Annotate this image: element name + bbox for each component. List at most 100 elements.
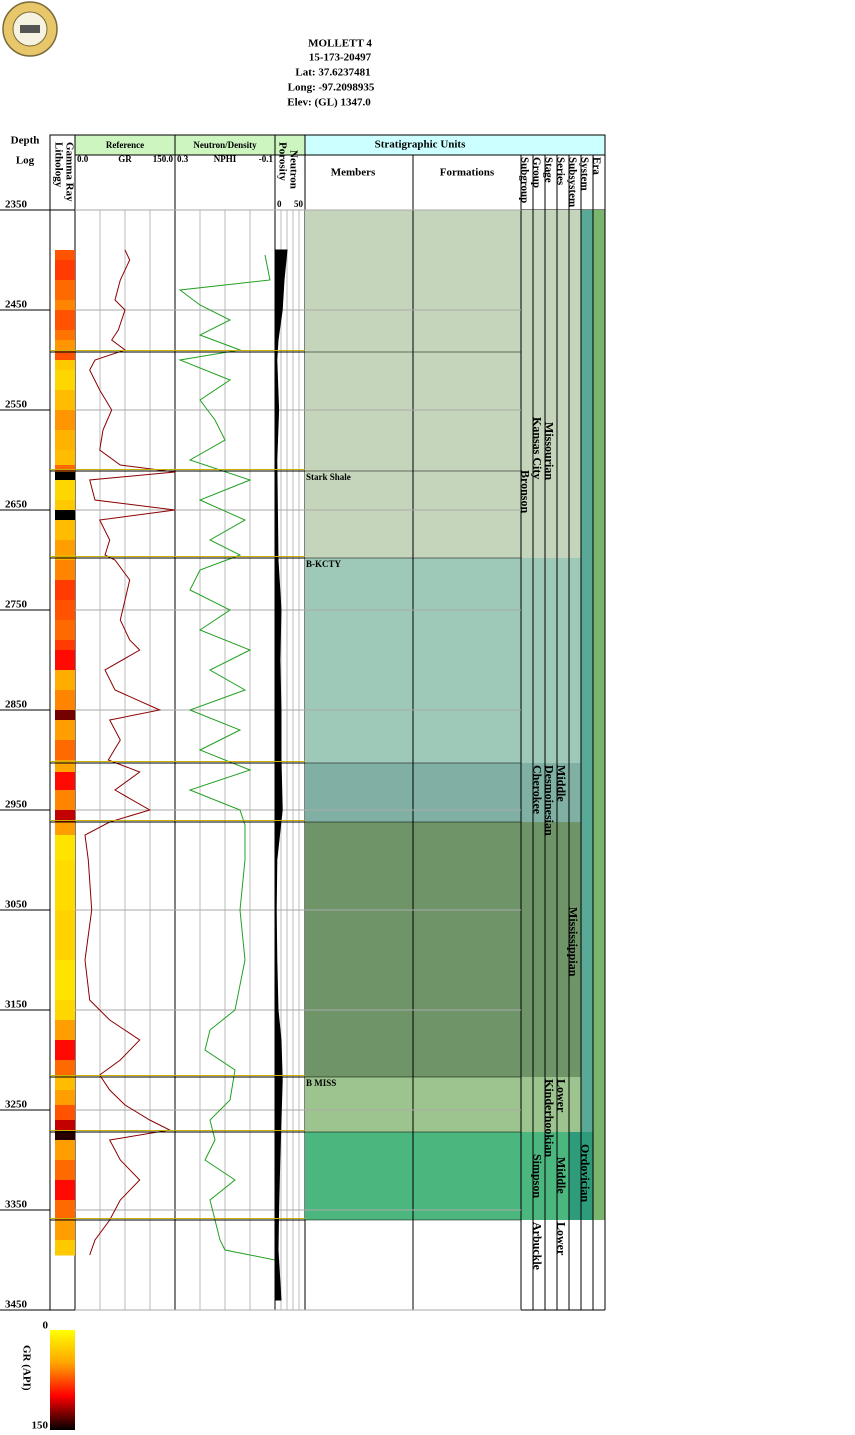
strat-unit: Bronson: [518, 470, 532, 513]
lithology-cell: [55, 360, 75, 371]
por-curve: [274, 249, 288, 1301]
strat-unit: Middle: [554, 1157, 568, 1194]
column-header: Stage: [542, 157, 554, 183]
column-header: Era: [590, 157, 602, 175]
lithology-cell: [55, 822, 75, 836]
formation-top: B-KCTY: [306, 559, 342, 569]
nd-header: Neutron/Density: [193, 140, 257, 150]
strat-band: [305, 1132, 569, 1220]
depth-label: 2950: [5, 799, 28, 811]
scale-name: NPHI: [214, 154, 237, 164]
depth-label: 2550: [5, 399, 28, 411]
depth-label: 2350: [5, 199, 28, 211]
lithology-cell: [55, 260, 75, 281]
depth-label: 3050: [5, 899, 28, 911]
lithology-cell: [55, 1180, 75, 1201]
lithology-cell: [55, 350, 75, 361]
lithology-cell: [55, 450, 75, 466]
logo: [2, 1, 58, 57]
scale-max: 150.0: [153, 154, 174, 164]
scale-min: 0: [277, 199, 282, 209]
formation-top: Stark Shale: [306, 472, 351, 482]
lithology-cell: [55, 910, 75, 961]
lithology-cell: [55, 250, 75, 261]
depth-label: 3450: [5, 1299, 28, 1311]
lithology-cell: [55, 690, 75, 711]
lithology-cell: [55, 1020, 75, 1041]
lithology-cell: [55, 670, 75, 691]
lithology-cell: [55, 1120, 75, 1131]
legend-gradient: [50, 1330, 75, 1430]
lithology-cell: [55, 1160, 75, 1181]
depth-label: 3350: [5, 1199, 28, 1211]
reference-header: Reference: [106, 140, 144, 150]
strat-band: [305, 763, 581, 822]
strat-unit: Missourian: [542, 422, 556, 480]
lithology-cell: [55, 1090, 75, 1106]
nphi-curve: [178, 254, 276, 1300]
scale-min: 0.3: [177, 154, 189, 164]
scale-max: -0.1: [259, 154, 274, 164]
strat-band: [305, 558, 581, 763]
lithology-cell: [55, 960, 75, 1001]
strat-unit: Middle: [554, 765, 568, 802]
lithology-cell: [55, 772, 75, 791]
neutron-header: Neutron: [287, 150, 299, 189]
lithology-cell: [55, 540, 75, 556]
depth-label: 2450: [5, 299, 28, 311]
lithology-cell: [55, 340, 75, 351]
depth-label: 2650: [5, 499, 28, 511]
formations-header: Formations: [440, 167, 495, 179]
lithology-header: Lithology: [52, 142, 64, 188]
lithology-cell: [55, 280, 75, 301]
strat-unit: Lower: [554, 1222, 568, 1256]
strat-unit: Kansas City: [530, 417, 544, 479]
lithology-cell: [55, 580, 75, 601]
lithology-cell: [55, 1000, 75, 1021]
lithology-cell: [55, 1105, 75, 1121]
lithology-cell: [55, 1240, 75, 1256]
strat-unit: Cherokee: [530, 765, 544, 815]
depth-label: 3250: [5, 1099, 28, 1111]
strat-unit: Lower: [554, 1079, 568, 1113]
lithology-cell: [55, 300, 75, 311]
lithology-cell: [55, 790, 75, 811]
lithology-cell: [55, 1140, 75, 1161]
lithology-cell: [55, 1075, 75, 1091]
api: 15-173-20497: [309, 52, 372, 64]
strat-unit: Arbuckle: [530, 1222, 544, 1271]
lithology-cell: [55, 370, 75, 391]
lithology-cell: [55, 640, 75, 651]
lithology-cell: [55, 472, 75, 481]
strat-unit: Ordovician: [578, 1144, 592, 1202]
depth-label: 2850: [5, 699, 28, 711]
lithology-cell: [55, 430, 75, 451]
strat-unit: Kinderhookian: [542, 1079, 556, 1157]
depth-header: Depth: [11, 135, 40, 147]
legend-title: GR (API): [20, 1345, 32, 1391]
grid: [99, 210, 300, 1310]
lithology-cell: [55, 1040, 75, 1061]
strat-band: [305, 210, 581, 558]
strat-band: [305, 822, 581, 1077]
lithology-cell: [55, 310, 75, 331]
lithology-cell: [55, 600, 75, 621]
column-header: Series: [554, 157, 566, 186]
depth-label: 3150: [5, 999, 28, 1011]
lithology-cell: [55, 500, 75, 511]
long: Long: -97.2098935: [288, 82, 375, 94]
strat-band: [305, 1077, 581, 1132]
lithology-cell: [55, 1130, 75, 1141]
gamma-header: Gamma Ray: [63, 142, 75, 202]
strat-band: [593, 210, 605, 1220]
lithology-cell: [55, 480, 75, 501]
lithology-cell: [55, 1220, 75, 1241]
strat-header: Stratigraphic Units: [375, 139, 466, 151]
strat-area: [305, 135, 606, 1310]
depth-label: 2750: [5, 599, 28, 611]
lithology-cell: [55, 710, 75, 721]
lithology-cell: [55, 560, 75, 581]
well-name: MOLLETT 4: [308, 38, 372, 50]
column-header: Group: [530, 157, 542, 188]
